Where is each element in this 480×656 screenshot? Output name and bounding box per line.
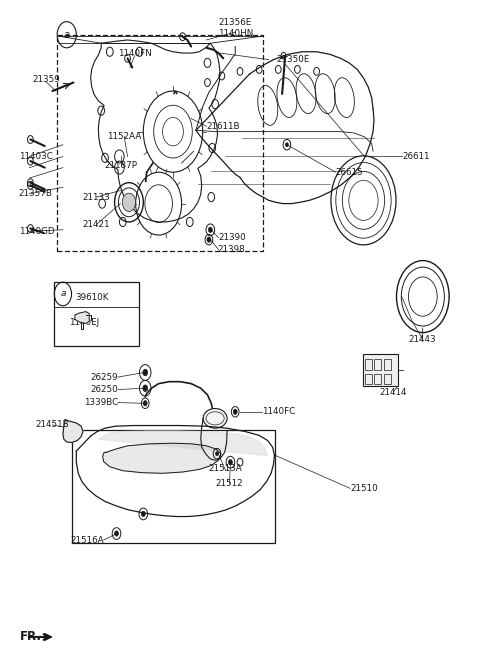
Bar [384,374,391,384]
Text: 21421: 21421 [83,220,110,229]
Text: 21611B: 21611B [206,122,240,131]
Text: 1140FC: 1140FC [262,407,295,417]
Text: 21513A: 21513A [209,464,242,473]
Bar [72,430,275,543]
Text: 21133: 21133 [83,193,110,201]
Polygon shape [75,312,89,323]
Circle shape [143,385,148,392]
Text: 39610K: 39610K [75,293,108,302]
Text: 21390: 21390 [218,233,246,242]
Circle shape [207,237,211,242]
Circle shape [208,227,212,232]
Text: 21356E
1140HN: 21356E 1140HN [217,18,253,38]
Circle shape [144,401,147,406]
Text: 21187P: 21187P [105,161,138,170]
Circle shape [216,452,218,456]
Bar [365,374,372,384]
Bar [374,374,381,384]
Bar [54,282,140,346]
Text: 21414: 21414 [379,388,407,397]
Text: 11403C: 11403C [19,152,53,161]
Bar [365,359,372,370]
Text: 26615: 26615 [336,168,363,176]
Polygon shape [99,431,268,456]
Circle shape [233,409,237,415]
Circle shape [122,193,136,211]
Text: 1152AA: 1152AA [107,132,142,140]
Text: 26250: 26250 [90,385,118,394]
Text: 1140GD: 1140GD [19,226,55,236]
Text: 21451B: 21451B [36,420,69,430]
Circle shape [115,531,119,536]
Bar [57,35,263,251]
Bar [384,359,391,370]
Text: a: a [60,289,66,298]
Bar [374,359,381,370]
Text: 1339BC: 1339BC [84,398,118,407]
Circle shape [228,460,232,465]
Text: 1140EJ: 1140EJ [70,318,99,327]
Text: 21350E: 21350E [276,55,309,64]
Text: 26259: 26259 [90,373,118,382]
Text: 21357B: 21357B [19,190,53,198]
Bar [363,354,398,386]
Text: 21512: 21512 [216,480,243,488]
Text: 21359: 21359 [32,75,60,84]
Text: 1140FN: 1140FN [118,49,152,58]
Text: 21443: 21443 [408,335,436,344]
Ellipse shape [203,409,227,428]
Circle shape [286,143,288,147]
Text: 21516A: 21516A [70,535,104,544]
Text: 26611: 26611 [403,152,430,161]
Text: a: a [64,30,70,40]
Circle shape [142,511,145,516]
Polygon shape [63,420,83,443]
Polygon shape [103,443,221,474]
Text: 21510: 21510 [350,484,378,493]
Text: 21398: 21398 [217,245,245,254]
Circle shape [143,369,148,376]
Text: FR.: FR. [20,630,42,644]
